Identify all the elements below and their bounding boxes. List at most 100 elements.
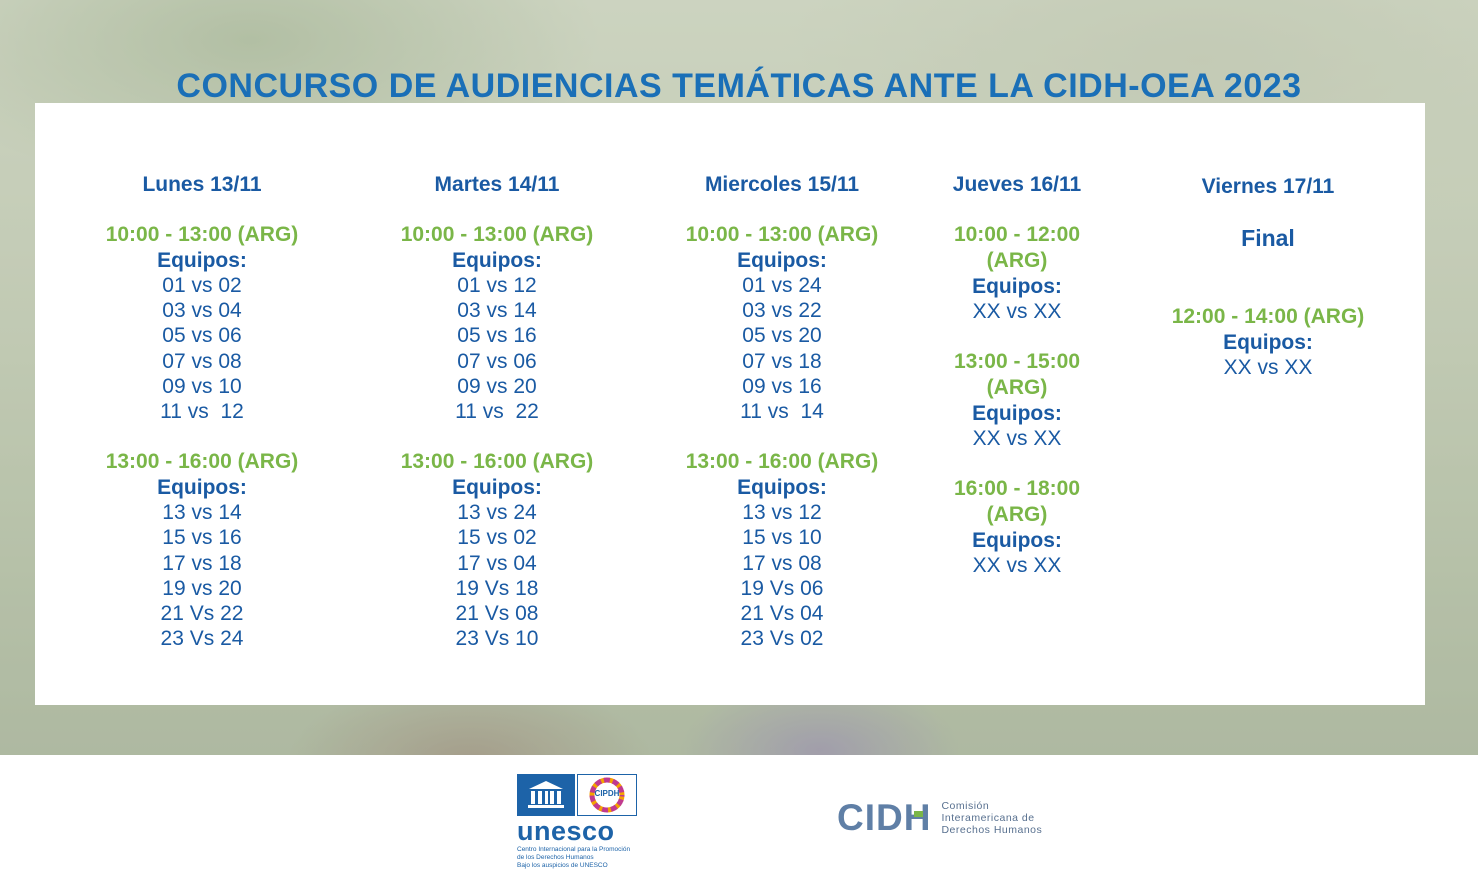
- match-item: 09 vs 16: [742, 374, 822, 398]
- time-block: 10:00 - 12:00 (ARG) Equipos: XX vs XX: [867, 222, 1167, 324]
- unesco-wordmark: unesco: [517, 816, 615, 846]
- day-column-friday: Viernes 17/11 Final 12:00 - 14:00 (ARG) …: [1118, 175, 1418, 405]
- final-label: Final: [1241, 225, 1295, 251]
- time-slot: 12:00 - 14:00 (ARG): [1171, 305, 1365, 328]
- match-item: 13 vs 14: [162, 501, 242, 525]
- match-item: 23 Vs 10: [455, 627, 539, 651]
- match-item: 19 vs 20: [162, 576, 242, 600]
- day-header: Viernes 17/11: [1201, 175, 1335, 198]
- match-item: 07 vs 08: [162, 349, 242, 373]
- match-item: 21 Vs 04: [740, 602, 824, 626]
- cipdh-badge: CIPDH: [577, 774, 637, 816]
- time-slot: 13:00 - 16:00 (ARG): [400, 450, 594, 474]
- time-slot: 16:00 - 18:00 (ARG): [953, 477, 1081, 527]
- cidh-letter-h: H: [903, 797, 932, 838]
- time-block: 10:00 - 13:00 (ARG) Equipos: 01 vs 24 03…: [632, 222, 932, 424]
- match-item: 01 vs 12: [457, 274, 537, 297]
- match-item: 17 vs 04: [457, 551, 537, 575]
- time-block: 13:00 - 16:00 (ARG) Equipos: 13 vs 12 15…: [632, 449, 932, 651]
- match-item: 21 Vs 08: [455, 602, 539, 626]
- cidh-logo: CIDH Comisión Interamericana de Derechos…: [837, 797, 1042, 839]
- match-item: 15 vs 16: [162, 526, 242, 550]
- teams-label: Equipos:: [737, 249, 827, 272]
- teams-label: Equipos:: [157, 249, 247, 272]
- unesco-caption-3: Bajo los auspicios de UNESCO: [517, 862, 608, 869]
- cidh-name: Comisión Interamericana de Derechos Huma…: [941, 800, 1042, 836]
- match-item: 05 vs 16: [457, 324, 537, 348]
- teams-label: Equipos:: [972, 275, 1062, 298]
- match-item: 23 Vs 02: [740, 627, 824, 651]
- page-title: CONCURSO DE AUDIENCIAS TEMÁTICAS ANTE LA…: [176, 66, 1302, 105]
- match-item: 23 Vs 24: [160, 627, 244, 651]
- teams-label: Equipos:: [157, 476, 247, 500]
- match-item: 11 vs 14: [740, 400, 824, 424]
- match-item: 13 vs 24: [457, 501, 537, 525]
- time-slot: 10:00 - 13:00 (ARG): [685, 223, 879, 246]
- match-item: 15 vs 02: [457, 526, 537, 550]
- day-column-wednesday: Miercoles 15/11 10:00 - 13:00 (ARG) Equi…: [632, 173, 932, 676]
- time-slot: 10:00 - 13:00 (ARG): [400, 223, 594, 246]
- schedule-panel: Lunes 13/11 10:00 - 13:00 (ARG) Equipos:…: [35, 103, 1425, 705]
- match-item: 19 Vs 06: [740, 576, 824, 600]
- footer: CIPDH unesco Centro Internacional para l…: [0, 755, 1478, 876]
- match-item: 05 vs 06: [162, 324, 242, 348]
- match-item: 11 vs 22: [455, 400, 539, 424]
- match-item: 13 vs 12: [742, 501, 822, 525]
- cipdh-label: CIPDH: [594, 789, 620, 798]
- match-item: 03 vs 22: [742, 299, 822, 323]
- day-column-thursday: Jueves 16/11 10:00 - 12:00 (ARG) Equipos…: [867, 173, 1167, 604]
- day-column-monday: Lunes 13/11 10:00 - 13:00 (ARG) Equipos:…: [52, 173, 352, 676]
- match-item: 03 vs 04: [162, 299, 242, 323]
- match-item: 15 vs 10: [742, 526, 822, 550]
- match-item: 03 vs 14: [457, 299, 537, 323]
- time-slot: 13:00 - 16:00 (ARG): [685, 450, 879, 474]
- match-item: 17 vs 18: [162, 551, 242, 575]
- cidh-name-line-3: Derechos Humanos: [941, 824, 1043, 836]
- teams-label: Equipos:: [452, 476, 542, 500]
- unesco-caption-1: Centro Internacional para la Promoción: [517, 846, 631, 853]
- time-slot: 13:00 - 15:00 (ARG): [953, 350, 1081, 400]
- match-item: 09 vs 20: [457, 374, 537, 398]
- time-block: 12:00 - 14:00 (ARG) Equipos: XX vs XX: [1118, 304, 1418, 380]
- teams-label: Equipos:: [737, 476, 827, 500]
- cidh-letters: CID: [837, 797, 904, 838]
- day-header: Martes 14/11: [434, 173, 560, 196]
- time-slot: 10:00 - 13:00 (ARG): [105, 223, 299, 246]
- match-item: XX vs XX: [972, 554, 1062, 578]
- match-item: 21 Vs 22: [160, 602, 244, 626]
- time-block: 16:00 - 18:00 (ARG) Equipos: XX vs XX: [867, 476, 1167, 578]
- match-item: 07 vs 06: [457, 349, 537, 373]
- match-item: 01 vs 24: [742, 274, 822, 297]
- unesco-caption-2: de los Derechos Humanos: [517, 854, 594, 861]
- match-item: 17 vs 08: [742, 551, 822, 575]
- time-block: 13:00 - 15:00 (ARG) Equipos: XX vs XX: [867, 349, 1167, 451]
- match-item: 11 vs 12: [160, 400, 244, 424]
- teams-label: Equipos:: [1223, 331, 1313, 354]
- time-block: 10:00 - 13:00 (ARG) Equipos: 01 vs 02 03…: [52, 222, 352, 424]
- time-block: 13:00 - 16:00 (ARG) Equipos: 13 vs 14 15…: [52, 449, 352, 651]
- day-header: Lunes 13/11: [142, 173, 262, 196]
- teams-label: Equipos:: [972, 402, 1062, 426]
- cidh-wordmark: CIDH: [837, 797, 931, 839]
- day-header: Jueves 16/11: [952, 173, 1082, 196]
- teams-label: Equipos:: [452, 249, 542, 272]
- temple-icon: [517, 774, 575, 816]
- time-block: 10:00 - 13:00 (ARG) Equipos: 01 vs 12 03…: [347, 222, 647, 424]
- day-column-tuesday: Martes 14/11 10:00 - 13:00 (ARG) Equipos…: [347, 173, 647, 676]
- unesco-logo: CIPDH unesco Centro Internacional para l…: [517, 774, 637, 870]
- match-item: 09 vs 10: [162, 374, 242, 398]
- match-item: XX vs XX: [972, 300, 1062, 323]
- cidh-name-line-2: Interamericana de: [941, 812, 1035, 824]
- match-item: XX vs XX: [972, 427, 1062, 451]
- teams-label: Equipos:: [972, 529, 1062, 553]
- match-item: 05 vs 20: [742, 324, 822, 348]
- match-item: 01 vs 02: [162, 274, 242, 297]
- time-slot: 13:00 - 16:00 (ARG): [105, 450, 299, 474]
- cidh-name-line-1: Comisión: [941, 800, 990, 812]
- time-slot: 10:00 - 12:00 (ARG): [953, 223, 1081, 272]
- day-header: Miercoles 15/11: [704, 173, 860, 196]
- time-block: 13:00 - 16:00 (ARG) Equipos: 13 vs 24 15…: [347, 449, 647, 651]
- match-item: 19 Vs 18: [455, 576, 539, 600]
- match-item: XX vs XX: [1223, 356, 1313, 379]
- match-item: 07 vs 18: [742, 349, 822, 373]
